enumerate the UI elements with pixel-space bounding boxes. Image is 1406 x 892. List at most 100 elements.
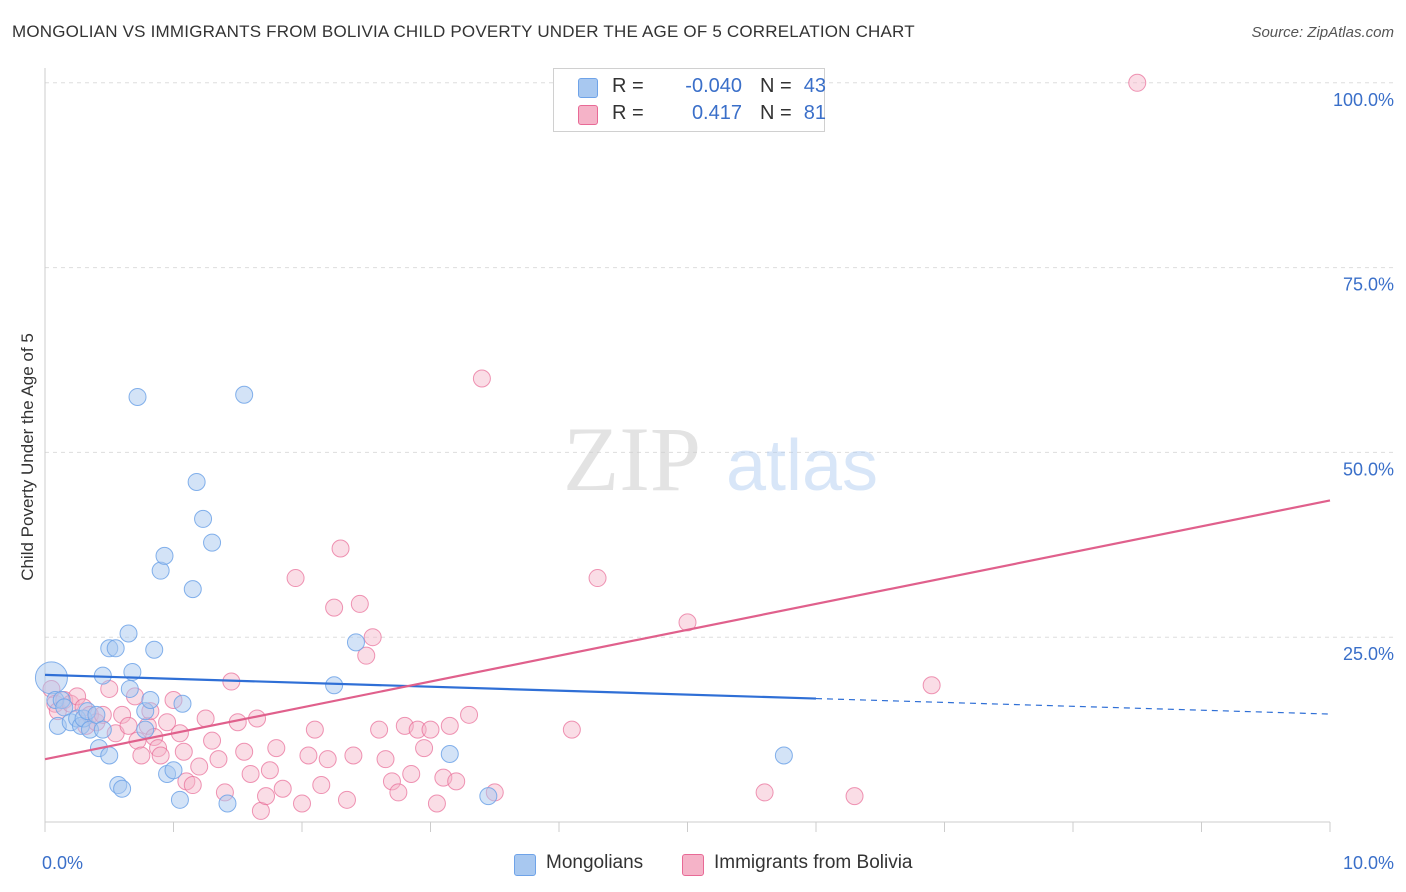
- data-point-mongolians: [119, 624, 138, 643]
- correlation-legend: R = -0.040 N = 43 R = 0.417 N = 81: [553, 68, 826, 132]
- data-point-bolivia: [845, 787, 864, 806]
- data-point-bolivia: [402, 764, 421, 783]
- data-point-bolivia: [132, 746, 151, 765]
- data-point-mongolians: [194, 509, 213, 528]
- data-point-bolivia: [299, 746, 318, 765]
- bottom-legend-swatch-bolivia: [682, 854, 704, 876]
- data-point-bolivia: [119, 716, 138, 735]
- data-point-mongolians: [187, 472, 206, 491]
- data-point-mongolians: [346, 633, 365, 652]
- source-label: Source: ZipAtlas.com: [1251, 24, 1394, 41]
- data-point-mongolians: [235, 385, 254, 404]
- data-point-bolivia: [1128, 73, 1147, 92]
- data-point-bolivia: [257, 787, 276, 806]
- legend-n-value: 43: [803, 75, 826, 97]
- data-point-bolivia: [460, 705, 479, 724]
- y-tick-label: 100.0%: [1333, 90, 1394, 110]
- legend-n-label: N =: [760, 75, 792, 97]
- data-point-mongolians: [106, 639, 125, 658]
- data-point-bolivia: [305, 720, 324, 739]
- data-point-mongolians: [141, 691, 160, 710]
- data-point-bolivia: [196, 709, 215, 728]
- data-point-bolivia: [267, 739, 286, 758]
- data-point-bolivia: [922, 676, 941, 695]
- data-point-mongolians: [155, 546, 174, 565]
- legend-r-value: -0.040: [685, 75, 742, 97]
- data-point-mongolians: [203, 533, 222, 552]
- data-point-mongolians: [440, 744, 459, 763]
- data-point-bolivia: [408, 720, 427, 739]
- data-point-mongolians: [136, 720, 155, 739]
- series-mongolians-points: [34, 385, 793, 813]
- data-point-mongolians: [173, 694, 192, 713]
- x-tick-label: 10.0%: [1343, 853, 1394, 873]
- data-point-bolivia: [318, 750, 337, 769]
- data-point-bolivia: [440, 716, 459, 735]
- data-point-bolivia: [273, 779, 292, 798]
- data-point-bolivia: [415, 739, 434, 758]
- y-tick-label: 50.0%: [1343, 459, 1394, 479]
- data-point-bolivia: [190, 757, 209, 776]
- x-tick-label: 0.0%: [42, 853, 83, 873]
- data-point-bolivia: [312, 776, 331, 795]
- data-point-bolivia: [149, 739, 168, 758]
- data-point-bolivia: [235, 742, 254, 761]
- trend-lines: [44, 499, 1331, 761]
- data-point-bolivia: [370, 720, 389, 739]
- data-point-mongolians: [774, 746, 793, 765]
- watermark: ZIP atlas: [563, 408, 878, 510]
- data-point-mongolians: [183, 580, 202, 599]
- data-point-mongolians: [164, 761, 183, 780]
- data-point-bolivia: [447, 772, 466, 791]
- watermark-atlas: atlas: [726, 426, 878, 506]
- data-point-bolivia: [113, 705, 132, 724]
- data-point-mongolians: [128, 387, 147, 406]
- trend-line-bolivia: [44, 499, 1331, 761]
- data-point-mongolians: [123, 662, 142, 681]
- data-point-bolivia: [376, 750, 395, 769]
- data-point-mongolians: [120, 679, 139, 698]
- data-point-bolivia: [562, 720, 581, 739]
- data-point-mongolians: [34, 661, 68, 695]
- data-point-bolivia: [174, 742, 193, 761]
- data-point-mongolians: [325, 676, 344, 695]
- data-point-bolivia: [331, 539, 350, 558]
- trend-line-mongolians: [44, 673, 817, 700]
- bottom-legend-label-bolivia: Immigrants from Bolivia: [714, 852, 913, 873]
- data-point-bolivia: [337, 790, 356, 809]
- data-point-bolivia: [183, 776, 202, 795]
- y-tick-label: 75.0%: [1343, 275, 1394, 295]
- data-point-bolivia: [472, 369, 491, 388]
- data-point-bolivia: [286, 569, 305, 588]
- data-point-bolivia: [363, 628, 382, 647]
- data-point-bolivia: [344, 746, 363, 765]
- legend-n-value: 81: [803, 102, 826, 124]
- watermark-zip: ZIP: [563, 408, 701, 510]
- legend-r-label: R =: [612, 102, 644, 124]
- data-point-mongolians: [145, 640, 164, 659]
- axes: [44, 68, 1331, 832]
- chart-title: MONGOLIAN VS IMMIGRANTS FROM BOLIVIA CHI…: [12, 22, 915, 41]
- data-point-bolivia: [158, 713, 177, 732]
- data-point-bolivia: [755, 783, 774, 802]
- bottom-legend-swatch-mongolians: [514, 854, 536, 876]
- legend-r-label: R =: [612, 75, 644, 97]
- tick-labels: 25.0% 50.0% 75.0% 100.0% 0.0% 10.0%: [42, 90, 1394, 873]
- legend-swatch-bolivia: [578, 105, 598, 125]
- data-point-bolivia: [588, 569, 607, 588]
- bottom-legend-label-mongolians: Mongolians: [546, 852, 644, 873]
- data-point-bolivia: [427, 794, 446, 813]
- legend-n-label: N =: [760, 102, 792, 124]
- legend-swatch-mongolians: [578, 78, 598, 98]
- legend-r-value: 0.417: [691, 102, 742, 124]
- data-point-bolivia: [241, 764, 260, 783]
- data-point-bolivia: [209, 750, 228, 769]
- y-tick-label: 25.0%: [1343, 644, 1394, 664]
- trend-line-mongolians-extension: [815, 697, 1331, 715]
- data-point-mongolians: [170, 790, 189, 809]
- data-point-mongolians: [218, 794, 237, 813]
- data-point-mongolians: [479, 787, 498, 806]
- data-point-mongolians: [151, 561, 170, 580]
- data-point-bolivia: [350, 594, 369, 613]
- data-point-bolivia: [151, 746, 170, 765]
